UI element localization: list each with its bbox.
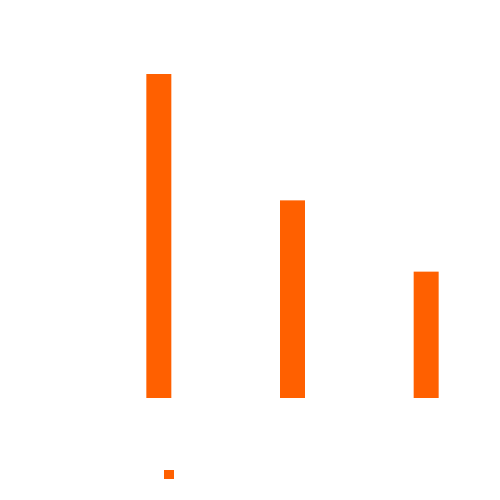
- legend-swatch: [164, 470, 174, 479]
- bar: [280, 200, 305, 398]
- bar: [146, 74, 172, 398]
- bar: [413, 271, 439, 398]
